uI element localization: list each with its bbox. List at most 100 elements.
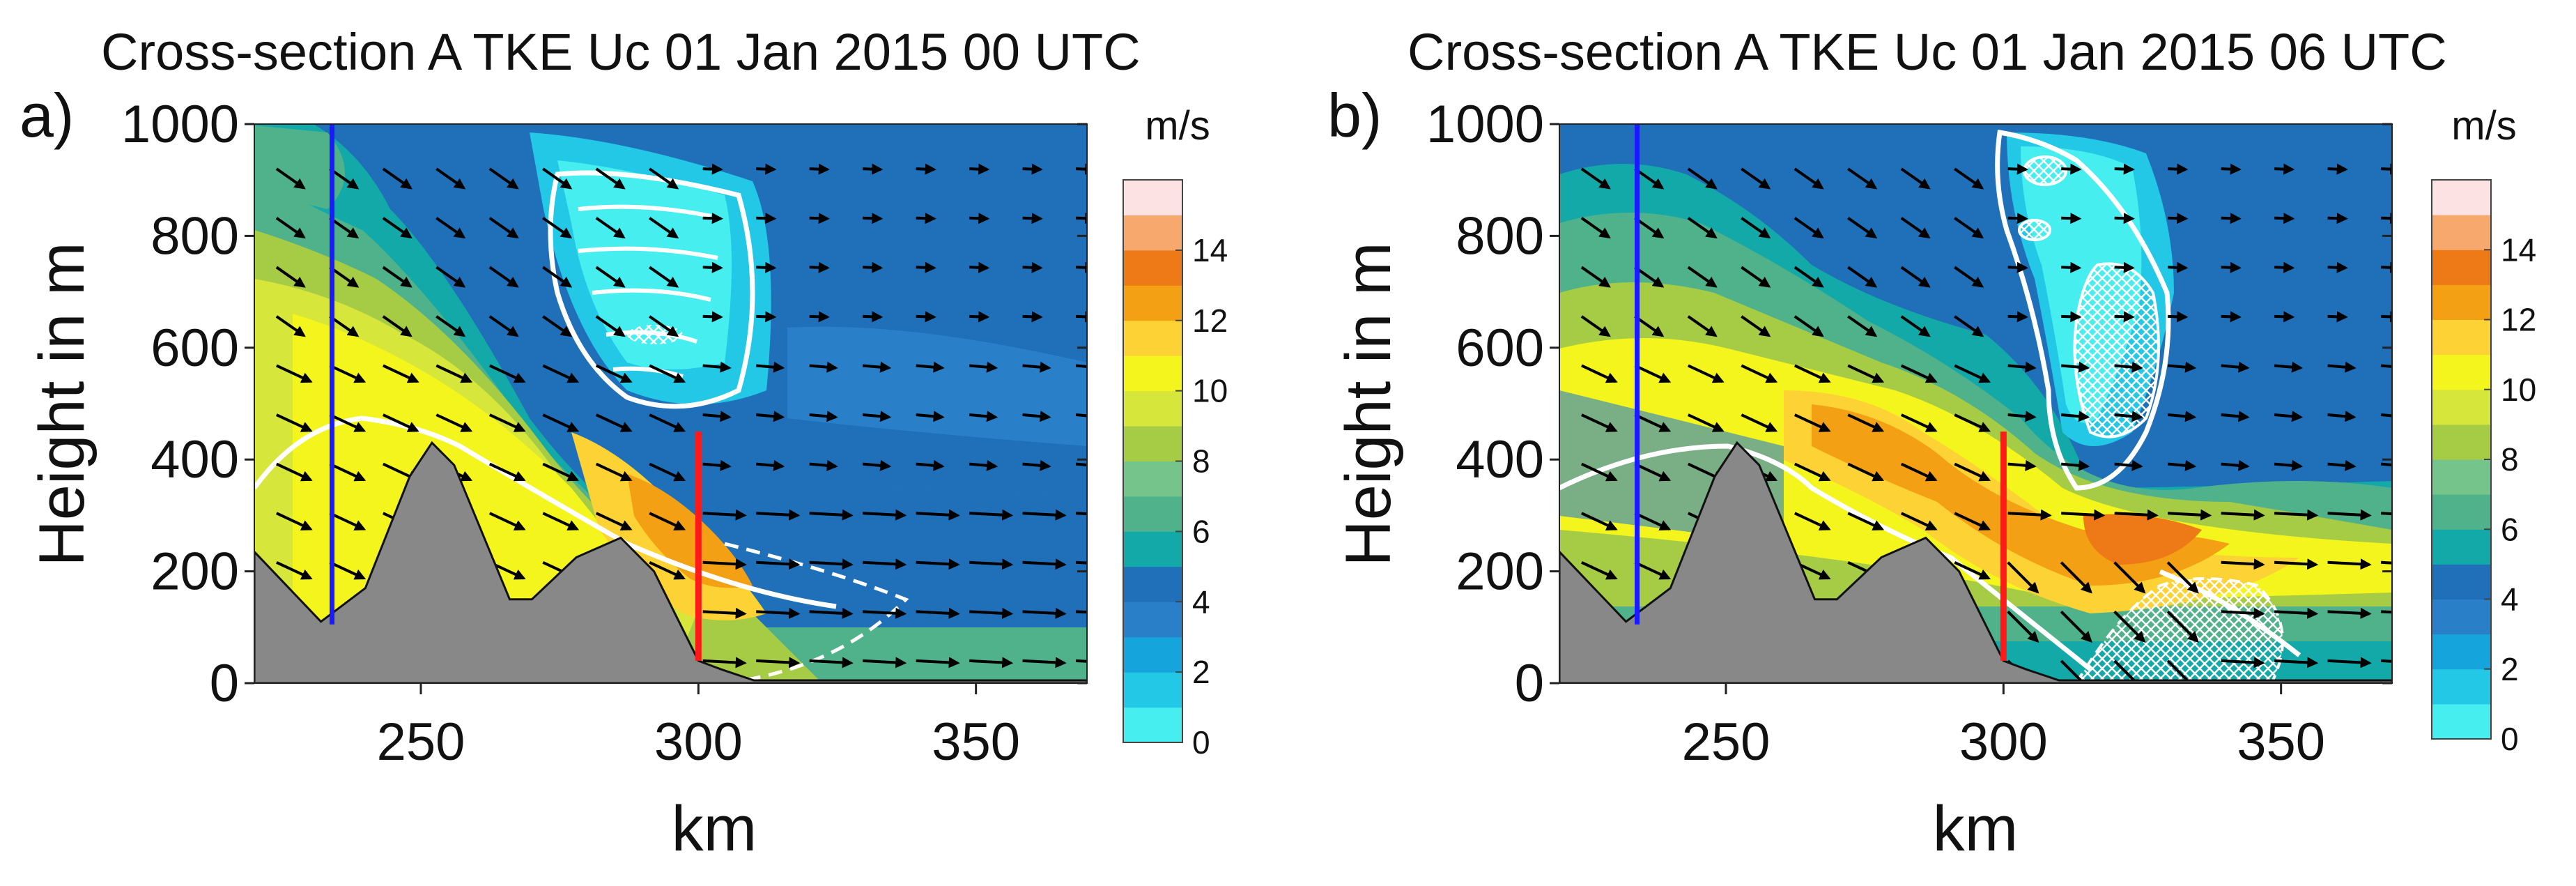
- wind-vector: [435, 167, 466, 190]
- panel-b-x-axis: 250 300 350: [1682, 683, 2325, 772]
- wind-vector: [2221, 509, 2265, 521]
- wind-vector: [2380, 213, 2392, 224]
- wind-vector: [2114, 213, 2135, 224]
- wind-vector: [2274, 459, 2304, 471]
- wind-vector: [2168, 509, 2212, 521]
- panel-a-tke-contour-stack: [578, 204, 718, 379]
- wind-vector: [488, 462, 526, 482]
- wind-vector: [649, 560, 686, 580]
- wind-vector: [542, 512, 580, 530]
- wind-vector: [702, 459, 732, 471]
- wind-vector: [2221, 311, 2242, 323]
- colorbar-swatch: [2432, 703, 2491, 740]
- wind-vector: [1022, 411, 1051, 422]
- wind-vector: [1954, 512, 1991, 530]
- wind-vector: [1687, 167, 1718, 190]
- y-tick-label: 0: [210, 654, 239, 713]
- wind-vector: [969, 361, 998, 373]
- wind-vector: [1075, 462, 1087, 467]
- wind-vector: [702, 607, 747, 619]
- wind-vector: [2221, 607, 2265, 619]
- wind-vector: [2166, 610, 2199, 643]
- wind-vector: [756, 213, 777, 224]
- colorbar-swatch: [2432, 354, 2491, 390]
- wind-vector: [809, 311, 830, 323]
- wind-vector: [329, 364, 367, 383]
- wind-vector: [2380, 512, 2392, 516]
- wind-vector: [916, 509, 960, 521]
- wind-vector: [702, 213, 723, 224]
- colorbar-swatch: [1123, 636, 1182, 673]
- wind-vector: [1022, 361, 1051, 373]
- wind-vector: [756, 411, 785, 422]
- colorbar-tick-label: 14: [1192, 232, 1228, 268]
- wind-vector: [2061, 509, 2106, 521]
- y-tick-label: 800: [151, 206, 239, 266]
- wind-vector: [595, 413, 633, 432]
- wind-vector: [649, 364, 686, 383]
- wind-vector: [275, 315, 306, 337]
- colorbar-swatch: [1123, 426, 1182, 461]
- wind-vector: [1741, 364, 1778, 383]
- wind-vector: [275, 167, 306, 190]
- wind-vector: [863, 311, 884, 323]
- colorbar-swatch: [2432, 599, 2491, 635]
- wind-vector: [1741, 413, 1778, 432]
- wind-vector: [863, 558, 907, 570]
- wind-vector: [1954, 266, 1984, 288]
- wind-vector: [2327, 261, 2348, 273]
- wind-vector: [2113, 561, 2146, 594]
- colorbar-swatch: [2432, 180, 2491, 215]
- wind-vector: [2380, 311, 2392, 323]
- wind-vector: [702, 657, 747, 669]
- panel-a-y-axis: 0 200 400 600 800 1000: [121, 95, 1087, 713]
- colorbar-tick-label: 10: [1192, 373, 1228, 409]
- panel-a-plot-area: [254, 123, 1088, 684]
- wind-vector: [916, 607, 960, 619]
- wind-vector: [1794, 315, 1824, 337]
- panel-a-field-band-6to7-top: [254, 125, 345, 209]
- colorbar-tick-label: 10: [2501, 372, 2536, 408]
- wind-vector: [2167, 361, 2197, 373]
- wind-vector: [1634, 462, 1672, 482]
- wind-vector: [1954, 560, 1991, 580]
- panel-b-field-band-12to13: [2083, 514, 2202, 565]
- wind-vector: [1900, 167, 1931, 190]
- wind-vector: [1741, 217, 1771, 239]
- wind-vector: [1741, 167, 1771, 190]
- wind-vector: [1581, 413, 1618, 432]
- wind-vector: [2221, 459, 2250, 471]
- wind-vector: [2114, 509, 2159, 521]
- panel-b-hatched-region-large: [2073, 262, 2160, 438]
- wind-vector: [1847, 217, 1878, 239]
- wind-vector: [2061, 311, 2082, 323]
- wind-vector: [2327, 558, 2372, 570]
- y-tick-label: 0: [1515, 654, 1544, 713]
- colorbar-tick-label: 12: [1192, 303, 1228, 339]
- wind-vector: [2274, 509, 2319, 521]
- wind-vector: [275, 217, 306, 239]
- wind-vector: [1794, 217, 1824, 239]
- wind-vector: [2274, 657, 2319, 669]
- wind-vector: [756, 558, 801, 570]
- colorbar-swatch: [1123, 461, 1182, 497]
- wind-vector: [756, 361, 785, 373]
- colorbar-tick-label: 8: [1192, 443, 1210, 480]
- wind-vector: [1954, 413, 1991, 432]
- wind-vector: [435, 413, 473, 432]
- wind-vector: [2221, 213, 2242, 224]
- wind-vector: [2060, 659, 2092, 683]
- wind-vector: [809, 459, 838, 471]
- panel-a-x-label: km: [672, 793, 757, 864]
- wind-vector: [2274, 213, 2295, 224]
- wind-vector: [1634, 512, 1672, 530]
- wind-vector: [2114, 459, 2143, 471]
- wind-vector: [863, 509, 907, 521]
- wind-vector: [2007, 459, 2037, 471]
- colorbar-swatch: [2432, 319, 2491, 356]
- wind-vector: [1954, 315, 1984, 337]
- panel-b-plot-area: [1559, 123, 2393, 684]
- wind-vector: [969, 607, 1014, 619]
- wind-vector: [1794, 167, 1824, 190]
- colorbar-tick-label: 6: [1192, 513, 1210, 549]
